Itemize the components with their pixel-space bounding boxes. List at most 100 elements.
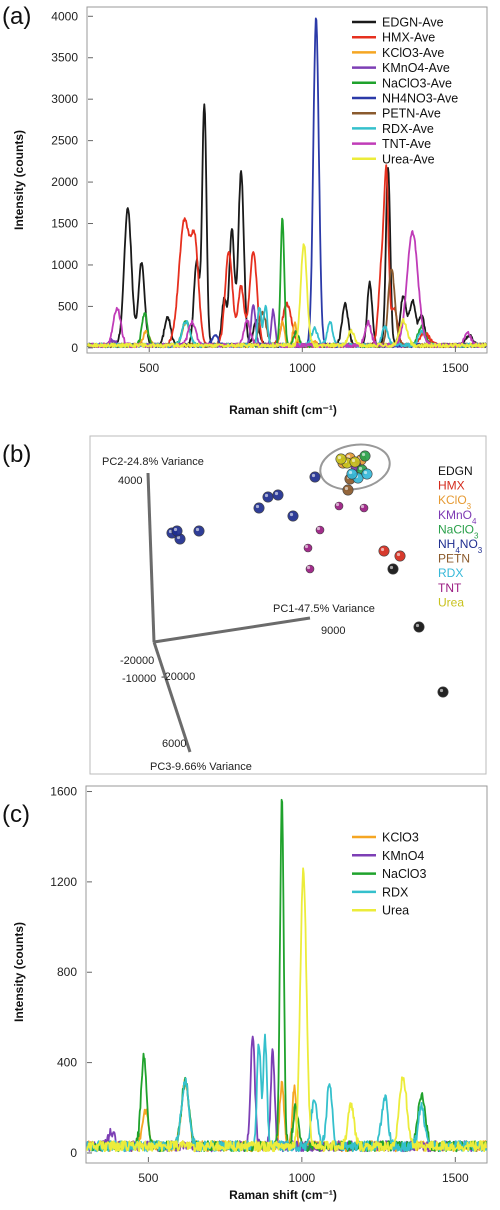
score-point-highlight-0 bbox=[439, 688, 444, 693]
score-point-highlight-6 bbox=[176, 535, 181, 540]
panel-a-legend: EDGN-AveHMX-AveKClO3-AveKMnO4-AveNaClO3-… bbox=[352, 16, 458, 166]
panel-c-frame bbox=[85, 785, 488, 1164]
legend-label-7: RDX-Ave bbox=[382, 122, 434, 136]
y-tick-label-4: 2000 bbox=[51, 175, 78, 189]
score-point-highlight-8 bbox=[195, 527, 200, 532]
legend-label-6: PETN-Ave bbox=[382, 107, 441, 121]
panel-a: (a) 500 1000 1500 0 500 1000 1500 2000 2500 3000 3… bbox=[2, 3, 488, 417]
score-point-4 bbox=[394, 550, 406, 562]
y-tick-label-4: 1600 bbox=[50, 785, 77, 799]
score-point-highlight-13 bbox=[311, 473, 316, 478]
pca-legend-label-4: NaClO3 bbox=[438, 522, 479, 540]
series-line-9 bbox=[87, 243, 487, 349]
pca-legend-label-9: Urea bbox=[438, 595, 464, 609]
score-point-32 bbox=[349, 456, 361, 468]
series-line-2 bbox=[86, 798, 487, 1153]
legend-label-2: KClO3-Ave bbox=[382, 46, 444, 60]
pc2-axis-label: PC2-24.8% Variance bbox=[102, 456, 204, 468]
panel-b-legend: EDGNHMXKClO3KMnO4NaClO3NH4NO3PETNRDXTNTU… bbox=[438, 464, 483, 609]
pc2-axis-line bbox=[146, 472, 156, 643]
score-point-18 bbox=[359, 503, 369, 513]
pca-legend-subscript-5: 4 bbox=[455, 546, 460, 555]
score-point-highlight-4 bbox=[396, 552, 401, 557]
panel-a-series bbox=[87, 17, 487, 349]
x-tick-label-0: 500 bbox=[138, 1171, 158, 1185]
y-tick-label-5: 2500 bbox=[51, 134, 78, 148]
panel-b-points bbox=[166, 450, 449, 698]
score-point-10 bbox=[262, 491, 274, 503]
panel-c-letter: (c) bbox=[2, 801, 30, 828]
pc3-axis-line bbox=[152, 641, 192, 753]
series-line-1 bbox=[87, 164, 487, 349]
pc1-axis-tick-left: -20000 bbox=[120, 655, 154, 667]
pca-legend-label-0: EDGN bbox=[438, 464, 473, 478]
panel-c-ticks: 500 1000 1500 0 400 800 1200 1600 bbox=[50, 785, 469, 1185]
legend-label-0: EDGN-Ave bbox=[382, 16, 444, 30]
score-point-highlight-28 bbox=[363, 470, 368, 475]
pca-legend-label-7: RDX bbox=[438, 566, 463, 580]
score-point-highlight-12 bbox=[289, 512, 294, 517]
pc3-axis-label: PC3-9.66% Variance bbox=[150, 761, 252, 773]
y-tick-label-2: 800 bbox=[57, 965, 77, 979]
pca-legend-label-6: PETN bbox=[438, 552, 470, 566]
score-point-highlight-14 bbox=[316, 526, 321, 531]
pca-legend-subscript-4: 3 bbox=[474, 531, 479, 540]
x-tick-label-1: 1000 bbox=[289, 361, 316, 375]
panel-c: (c) 500 1000 1500 0 400 800 1200 1600 KClO3 KMnO… bbox=[2, 785, 488, 1202]
score-point-31 bbox=[335, 453, 347, 465]
pc1-axis-label: PC1-47.5% Variance bbox=[273, 603, 375, 615]
score-point-3 bbox=[378, 545, 390, 557]
pca-legend-label-8: TNT bbox=[438, 581, 462, 595]
legend-label-3: RDX bbox=[382, 885, 409, 899]
score-point-highlight-7 bbox=[173, 527, 178, 532]
legend-label-9: Urea-Ave bbox=[382, 152, 435, 166]
score-point-highlight-17 bbox=[335, 502, 340, 507]
panel-a-ylabel: Intensity (counts) bbox=[12, 130, 26, 230]
panel-a-frame bbox=[86, 6, 488, 354]
score-point-16 bbox=[305, 564, 315, 574]
legend-label-8: TNT-Ave bbox=[382, 137, 431, 151]
score-point-highlight-18 bbox=[360, 504, 365, 509]
legend-label-0: KClO3 bbox=[382, 831, 419, 845]
y-tick-label-6: 3000 bbox=[51, 92, 78, 106]
pca-legend-label-1: HMX bbox=[438, 479, 465, 493]
score-point-highlight-2 bbox=[389, 565, 394, 570]
legend-label-2: NaClO3 bbox=[382, 867, 427, 881]
pca-legend-label-3: KMnO4 bbox=[438, 508, 477, 526]
pca-legend-subscript-2: 3 bbox=[467, 502, 472, 511]
pc1-axis-tick-right: 9000 bbox=[321, 625, 345, 637]
score-point-28 bbox=[361, 468, 373, 480]
x-tick-label-2: 1500 bbox=[442, 1171, 469, 1185]
pca-legend-suffix-5: NO bbox=[460, 537, 478, 551]
panel-a-ticks: 500 1000 1500 0 500 1000 1500 2000 2500 3000 3500 4… bbox=[51, 9, 469, 375]
pc3-axis-tick-left: -10000 bbox=[122, 673, 156, 685]
score-point-19 bbox=[342, 484, 354, 496]
score-point-highlight-10 bbox=[264, 493, 269, 498]
legend-label-5: NH4NO3-Ave bbox=[382, 92, 458, 106]
pc2-axis-tick-bottom: -20000 bbox=[161, 671, 195, 683]
pc1-axis-line bbox=[153, 616, 311, 644]
score-point-highlight-1 bbox=[415, 623, 420, 628]
score-point-highlight-26 bbox=[358, 466, 363, 471]
score-point-8 bbox=[193, 525, 205, 537]
panel-b: (b) PC2-24.8% Variance 4000 PC1-47.5% Va… bbox=[2, 435, 487, 775]
score-point-highlight-31 bbox=[337, 455, 342, 460]
score-point-17 bbox=[334, 501, 344, 511]
score-point-highlight-16 bbox=[306, 565, 311, 570]
legend-label-1: HMX-Ave bbox=[382, 31, 435, 45]
y-tick-label-1: 400 bbox=[57, 1056, 77, 1070]
score-point-highlight-9 bbox=[255, 504, 260, 509]
y-tick-label-0: 0 bbox=[70, 1146, 77, 1160]
score-point-2 bbox=[387, 563, 399, 575]
score-point-0 bbox=[437, 686, 449, 698]
panel-c-series bbox=[86, 798, 487, 1153]
legend-label-4: Urea bbox=[382, 904, 409, 918]
score-point-highlight-3 bbox=[380, 547, 385, 552]
score-point-14 bbox=[315, 525, 325, 535]
cluster-ellipse bbox=[319, 443, 391, 491]
pca-legend-label-2: KClO3 bbox=[438, 493, 472, 511]
score-point-11 bbox=[272, 489, 284, 501]
score-point-9 bbox=[253, 502, 265, 514]
score-point-15 bbox=[303, 543, 313, 553]
